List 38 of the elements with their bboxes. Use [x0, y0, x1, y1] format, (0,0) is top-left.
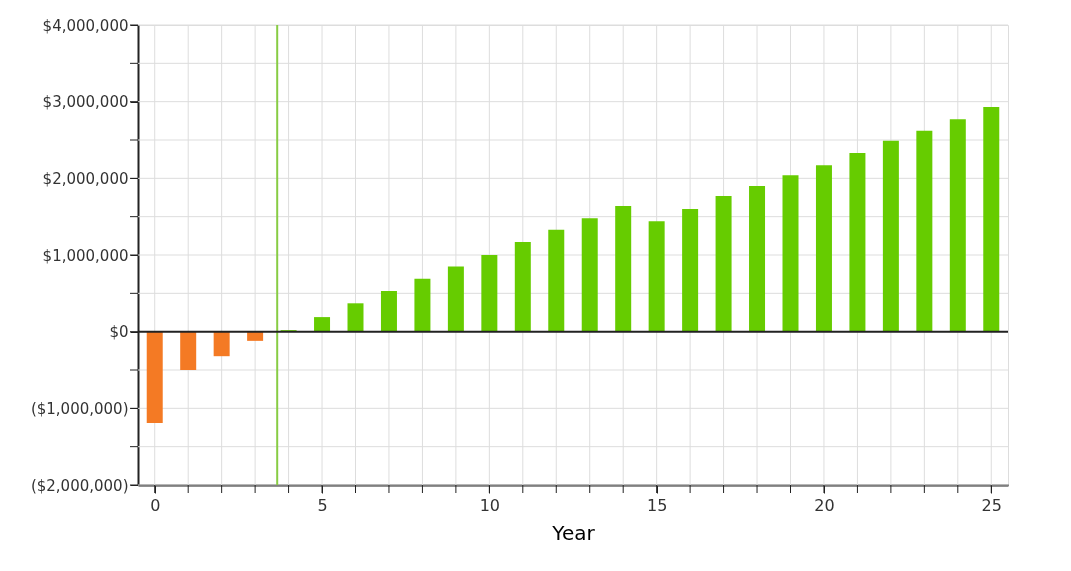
bar: [882, 140, 899, 332]
bar: [481, 255, 498, 332]
y-tick-label: $4,000,000: [42, 16, 129, 35]
bar: [815, 165, 832, 332]
bar: [180, 331, 197, 370]
y-tick-label: $3,000,000: [42, 93, 129, 112]
x-axis-title: Year: [551, 520, 596, 545]
bar: [648, 221, 665, 332]
bar: [849, 153, 866, 332]
bar: [447, 266, 464, 332]
bar: [715, 195, 732, 332]
bar: [314, 317, 331, 332]
bar: [380, 291, 397, 332]
bar: [682, 209, 699, 332]
bar: [213, 331, 230, 357]
bar: [782, 175, 799, 332]
x-tick-label: 15: [646, 495, 668, 515]
bar: [749, 186, 766, 332]
bar: [146, 331, 163, 423]
bar: [581, 218, 598, 332]
x-tick-label: 0: [150, 495, 161, 515]
y-tick-label: ($1,000,000): [30, 399, 129, 418]
bar: [615, 205, 632, 332]
x-tick-label: 20: [814, 495, 835, 515]
x-tick-label: 10: [479, 495, 501, 515]
y-tick-label: $2,000,000: [42, 169, 129, 188]
bar: [916, 130, 933, 332]
x-tick-label: 5: [317, 495, 328, 515]
y-tick-label: $1,000,000: [42, 246, 129, 265]
x-tick-label: 25: [981, 495, 1002, 515]
bar: [548, 229, 565, 332]
bar: [983, 107, 1000, 332]
bar: [514, 241, 531, 332]
bar: [949, 119, 966, 332]
bar: [414, 278, 431, 332]
y-tick-label: ($2,000,000): [30, 476, 129, 495]
bar: [347, 303, 364, 332]
y-tick-label: $0: [109, 323, 129, 342]
